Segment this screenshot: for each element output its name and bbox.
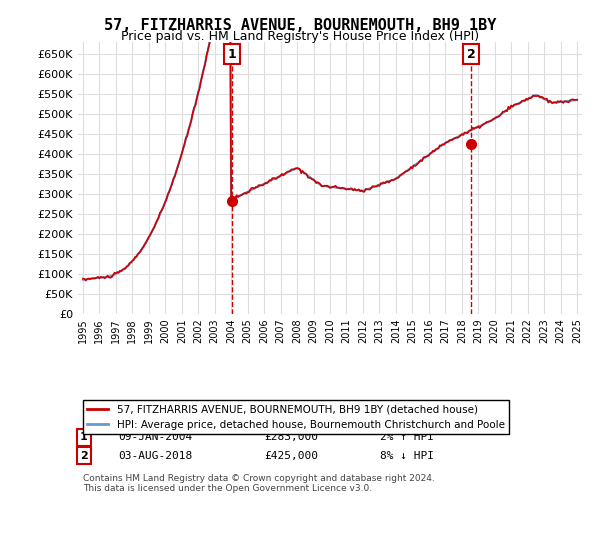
Text: 03-AUG-2018: 03-AUG-2018 [118,451,193,461]
Text: £283,000: £283,000 [265,432,319,442]
Text: 2% ↑ HPI: 2% ↑ HPI [380,432,434,442]
Text: Price paid vs. HM Land Registry's House Price Index (HPI): Price paid vs. HM Land Registry's House … [121,30,479,43]
Text: 8% ↓ HPI: 8% ↓ HPI [380,451,434,461]
Text: £425,000: £425,000 [265,451,319,461]
Text: 2: 2 [467,48,476,60]
Text: 1: 1 [80,432,88,442]
Text: 2: 2 [80,451,88,461]
Text: 57, FITZHARRIS AVENUE, BOURNEMOUTH, BH9 1BY: 57, FITZHARRIS AVENUE, BOURNEMOUTH, BH9 … [104,18,496,33]
Text: Contains HM Land Registry data © Crown copyright and database right 2024.
This d: Contains HM Land Registry data © Crown c… [83,474,435,493]
Text: 1: 1 [227,48,236,60]
Legend: 57, FITZHARRIS AVENUE, BOURNEMOUTH, BH9 1BY (detached house), HPI: Average price: 57, FITZHARRIS AVENUE, BOURNEMOUTH, BH9 … [83,400,509,434]
Text: 09-JAN-2004: 09-JAN-2004 [118,432,193,442]
